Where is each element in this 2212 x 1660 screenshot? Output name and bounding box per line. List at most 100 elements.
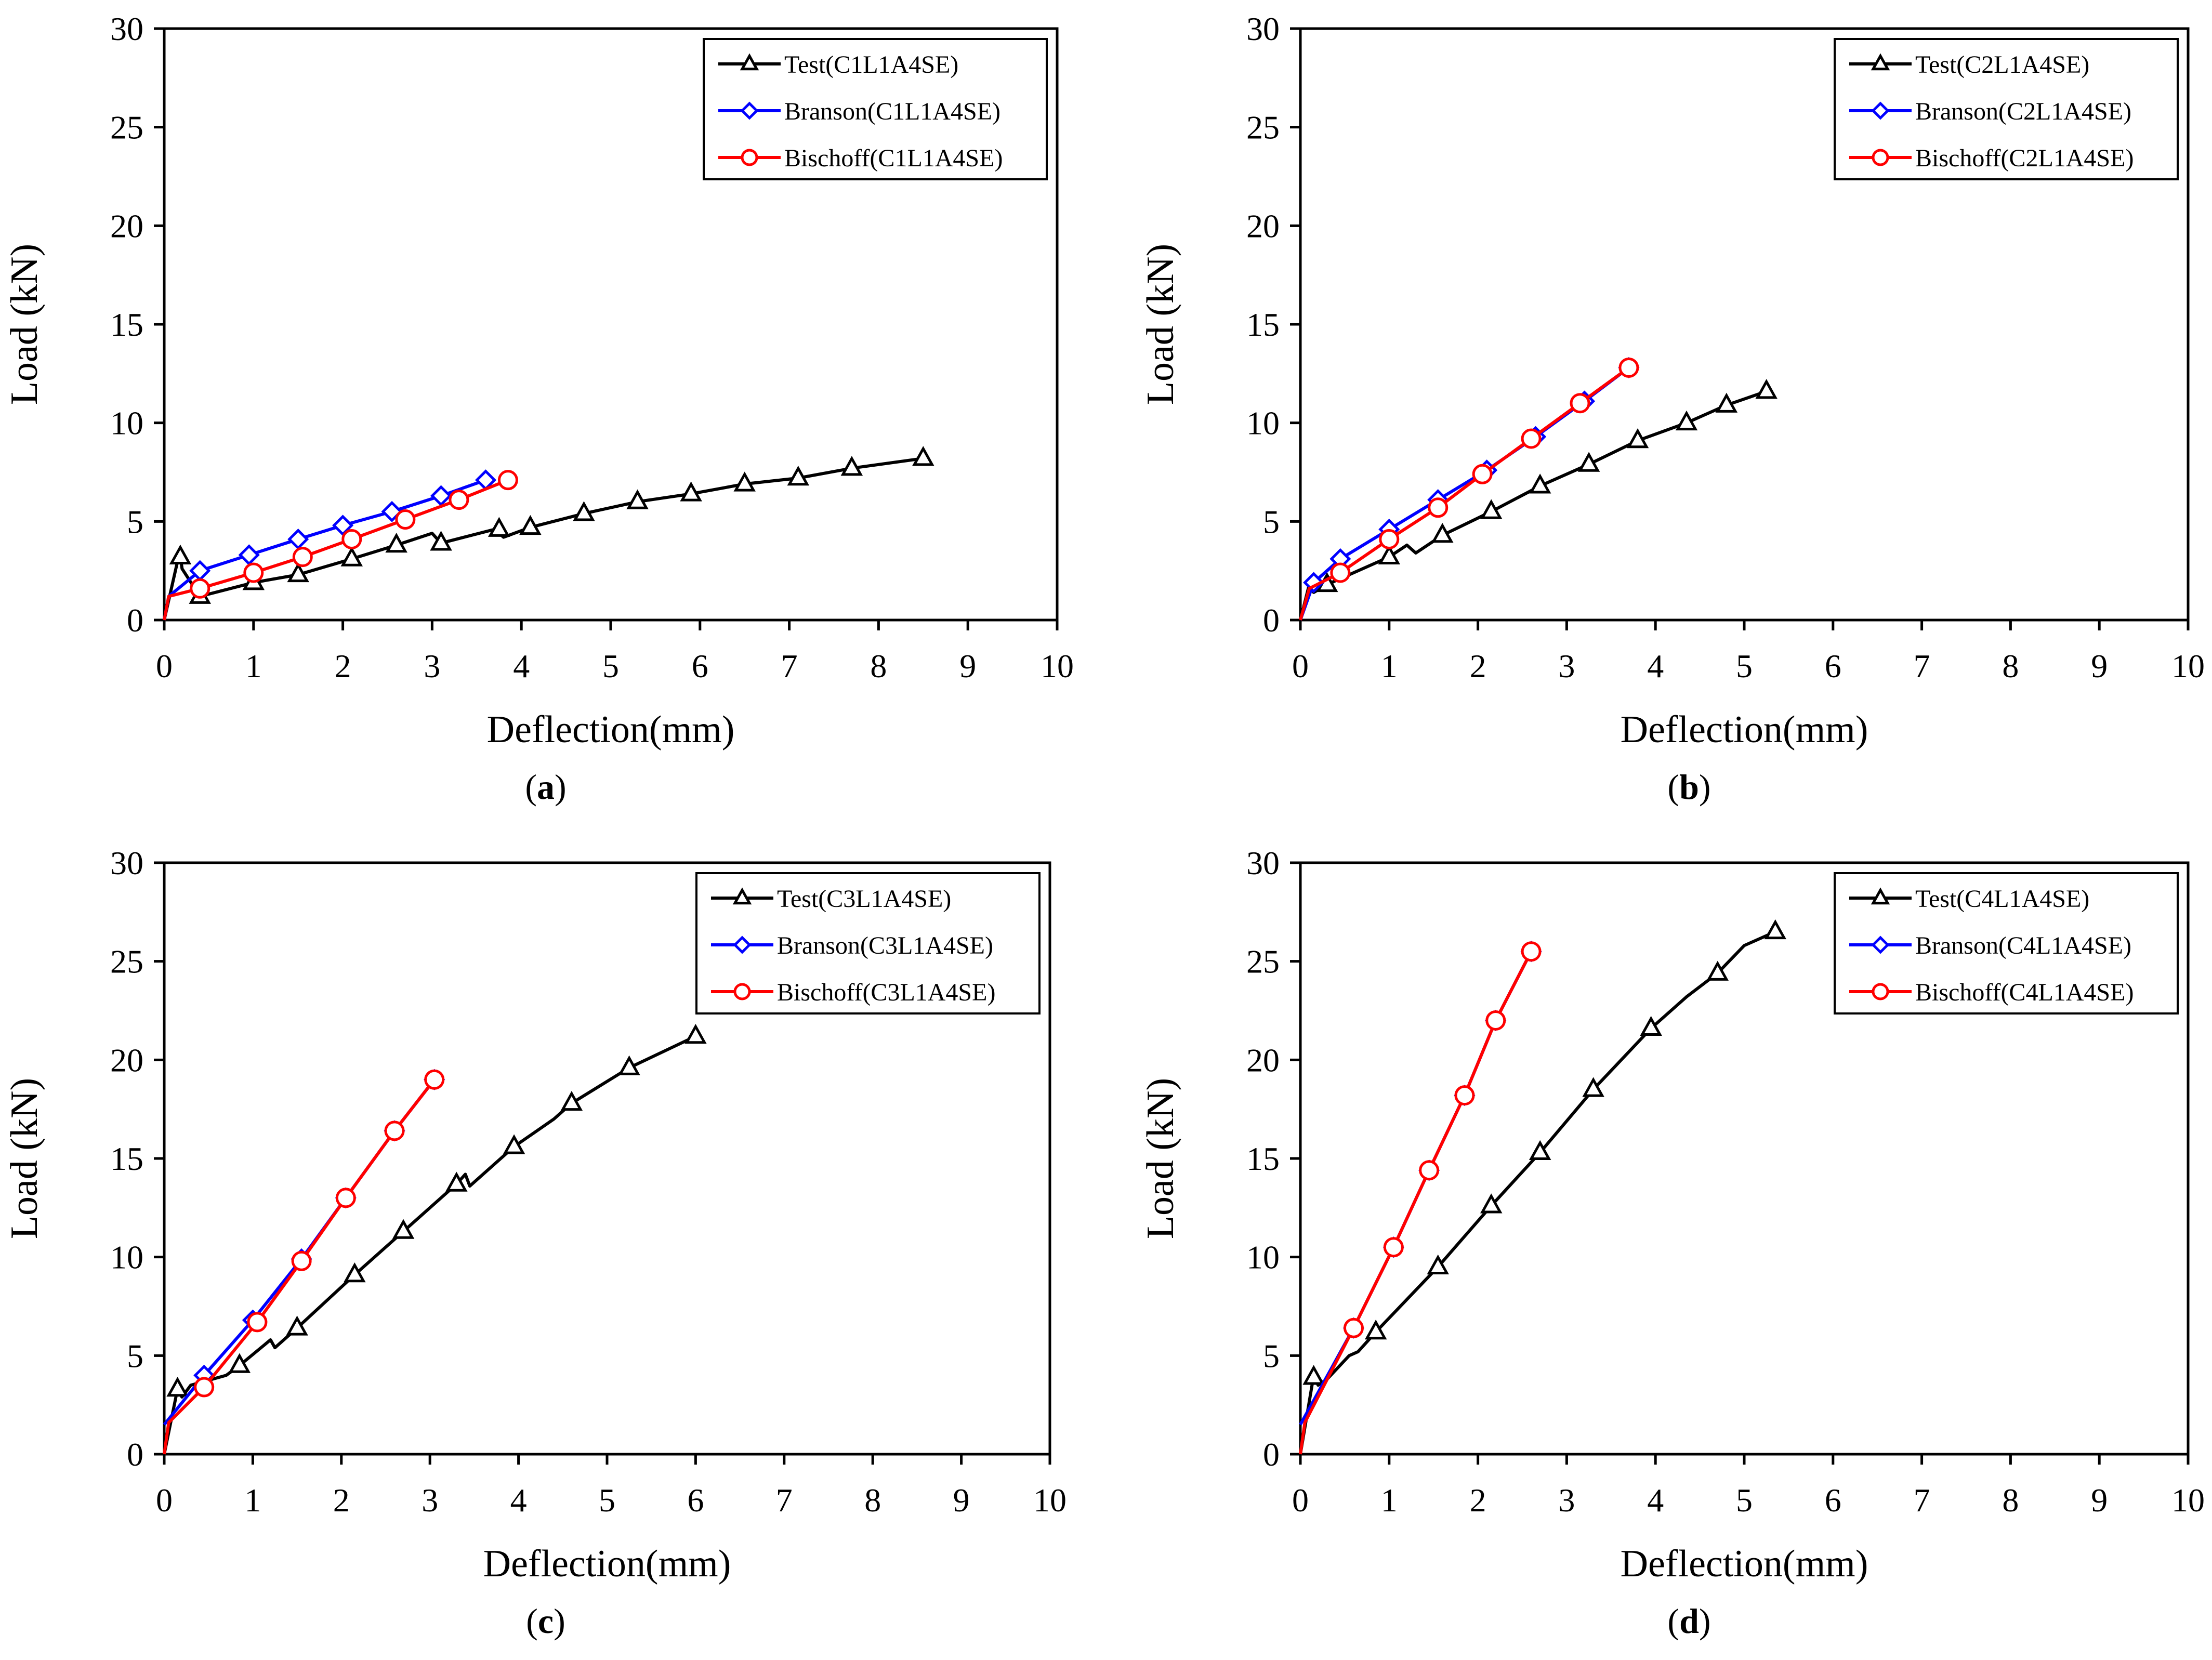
series-branson: [163, 469, 497, 621]
x-tick-label: 8: [870, 648, 887, 684]
chart-panel-c: 0 1 2 3 4 5 6 7 8 9 10 0 5 10 15 20 25 30 Deflection(mm) Lo…: [3, 845, 1066, 1585]
legend-label-branson: Branson(C1L1A4SE): [784, 98, 1000, 125]
data-point-test: [1577, 452, 1600, 472]
panel-caption-c: (c): [526, 1601, 565, 1641]
y-tick-label: 10: [1246, 1239, 1280, 1276]
legend: Test(C1L1A4SE) Branson(C1L1A4SE) Bischoff(…: [703, 38, 1048, 180]
x-tick-label: 10: [1033, 1482, 1066, 1519]
data-point-bischoff: [1472, 464, 1493, 484]
data-point-test: [787, 466, 810, 486]
legend-marker-test: [740, 53, 759, 71]
data-point-test: [1302, 1365, 1325, 1385]
x-tick-label: 10: [2171, 648, 2205, 684]
data-point-test: [912, 446, 934, 466]
y-tick-label: 10: [110, 405, 143, 442]
panel-caption-letter: c: [537, 1601, 554, 1641]
y-tick-label: 20: [1246, 207, 1280, 244]
data-point-test: [286, 1315, 308, 1336]
y-tick-label: 0: [1263, 602, 1280, 639]
legend-marker-bischoff: [733, 983, 751, 1000]
x-tick-label: 1: [244, 1482, 261, 1519]
y-tick-label: 25: [1246, 109, 1280, 146]
data-point-test: [1715, 392, 1738, 413]
y-tick-label: 25: [1246, 943, 1280, 980]
data-point-bischoff: [395, 509, 416, 530]
x-tick-label: 4: [513, 648, 530, 684]
y-tick-label: 15: [1246, 306, 1280, 343]
y-tick-label: 15: [110, 1140, 143, 1177]
data-point-bischoff: [190, 578, 210, 599]
y-tick-label: 25: [110, 943, 143, 980]
data-point-test: [1480, 499, 1503, 519]
series-bischoff: [163, 470, 518, 621]
series-line-test: [163, 1035, 696, 1455]
data-point-test: [169, 544, 192, 565]
data-point-test: [1582, 1077, 1604, 1097]
data-point-test: [680, 481, 702, 502]
legend-marker-branson: [1871, 936, 1890, 954]
y-tick-label: 15: [1246, 1140, 1280, 1177]
x-tick-label: 1: [1381, 1482, 1398, 1519]
data-point-test: [1431, 523, 1454, 543]
series-line-test: [1299, 930, 1776, 1455]
data-point-test: [1364, 1319, 1387, 1340]
x-tick-label: 0: [156, 648, 173, 684]
y-tick-label: 20: [110, 1042, 143, 1078]
data-point-bischoff: [291, 1250, 312, 1271]
series-line-test: [1299, 390, 1767, 621]
data-point-branson: [430, 485, 452, 507]
data-point-bischoff: [247, 1312, 268, 1333]
x-tick-label: 4: [510, 1482, 527, 1519]
legend: Test(C3L1A4SE) Branson(C3L1A4SE) Bischoff(…: [695, 872, 1041, 1015]
data-point-test: [392, 1219, 415, 1239]
chart-panel-b: 0 1 2 3 4 5 6 7 8 9 10 0 5 10 15 20 25 30 Deflection(mm) Lo…: [1139, 10, 2205, 751]
data-point-test: [1529, 1140, 1551, 1161]
data-point-bischoff: [449, 490, 469, 510]
y-tick-label: 30: [1246, 845, 1280, 881]
legend-label-bischoff: Bischoff(C2L1A4SE): [1915, 144, 2134, 172]
data-point-test: [488, 517, 510, 537]
x-tick-label: 6: [1825, 648, 1841, 684]
x-tick-label: 3: [422, 1482, 438, 1519]
data-point-test: [385, 533, 407, 553]
y-tick-label: 0: [127, 1436, 143, 1473]
data-point-bischoff: [341, 529, 362, 549]
legend-marker-test: [732, 887, 752, 905]
data-point-bischoff: [1428, 497, 1449, 518]
series-test: [163, 1023, 707, 1455]
series-line-bischoff: [163, 1078, 436, 1455]
data-point-test: [1427, 1254, 1449, 1275]
data-point-bischoff: [1330, 562, 1351, 583]
x-tick-label: 2: [335, 648, 351, 684]
data-point-bischoff: [1419, 1160, 1440, 1181]
x-tick-label: 3: [1558, 1482, 1575, 1519]
data-point-test: [840, 456, 863, 476]
x-axis-title: Deflection(mm): [487, 708, 735, 751]
data-point-bischoff: [1521, 941, 1542, 962]
legend-label-bischoff: Bischoff(C3L1A4SE): [777, 979, 995, 1006]
series-bischoff: [1299, 357, 1639, 621]
data-point-test: [618, 1055, 640, 1075]
x-tick-label: 5: [599, 1482, 615, 1519]
legend-marker-bischoff: [1872, 983, 1889, 1000]
data-point-test: [1626, 428, 1649, 449]
y-tick-label: 20: [1246, 1042, 1280, 1078]
data-point-bischoff: [1485, 1010, 1506, 1031]
y-tick-label: 5: [127, 503, 143, 540]
y-axis-title: Load (kN): [1139, 244, 1182, 405]
data-point-test: [519, 515, 542, 535]
series-test: [1299, 379, 1778, 621]
legend-label-test: Test(C2L1A4SE): [1915, 51, 2089, 78]
x-tick-label: 6: [692, 648, 708, 684]
x-tick-label: 2: [1470, 1482, 1486, 1519]
x-tick-label: 0: [156, 1482, 173, 1519]
y-tick-label: 20: [110, 207, 143, 244]
data-point-branson: [238, 544, 260, 566]
x-tick-label: 2: [333, 1482, 350, 1519]
data-point-test: [560, 1090, 583, 1111]
x-tick-label: 5: [1736, 1482, 1753, 1519]
data-point-bischoff: [1379, 529, 1400, 549]
series-line-bischoff: [1299, 951, 1533, 1455]
panel-caption-letter: a: [537, 767, 555, 807]
